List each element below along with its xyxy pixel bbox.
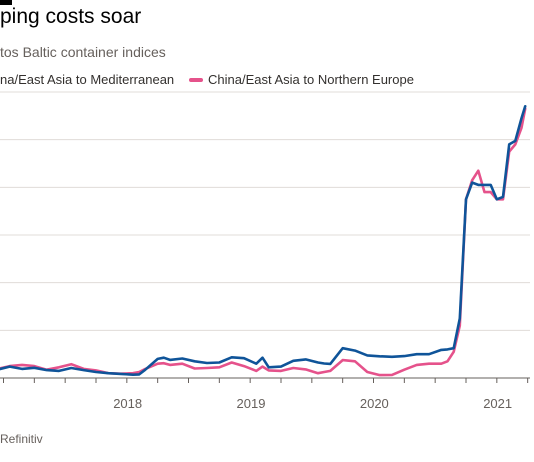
legend-item-mediterranean: na/East Asia to Mediterranean <box>0 72 174 87</box>
legend-label-mediterranean: na/East Asia to Mediterranean <box>0 72 175 87</box>
source-note: Refinitiv <box>0 432 43 446</box>
chart-subtitle: tos Baltic container indices <box>0 44 166 60</box>
x-tick-label-2020: 2020 <box>360 396 389 411</box>
x-axis: 2018 2019 2020 2021 <box>0 377 530 411</box>
legend-item-northern-europe: China/East Asia to Northern Europe <box>189 72 414 87</box>
x-tick-label-2021: 2021 <box>483 396 512 411</box>
series-lines <box>0 105 527 377</box>
legend: na/East Asia to Mediterranean China/East… <box>0 72 534 90</box>
gridlines <box>0 91 530 331</box>
chart-title: ping costs soar <box>0 5 142 28</box>
legend-label-northern-europe: China/East Asia to Northern Europe <box>208 72 414 87</box>
series-line-northern-europe <box>0 107 527 377</box>
series-line-mediterranean <box>0 105 527 376</box>
title-accent-bar <box>0 0 12 5</box>
x-tick-label-2019: 2019 <box>237 396 266 411</box>
line-chart: 2018 2019 2020 2021 <box>0 91 530 411</box>
legend-swatch-northern-europe <box>189 77 203 82</box>
x-tick-label-2018: 2018 <box>113 396 142 411</box>
